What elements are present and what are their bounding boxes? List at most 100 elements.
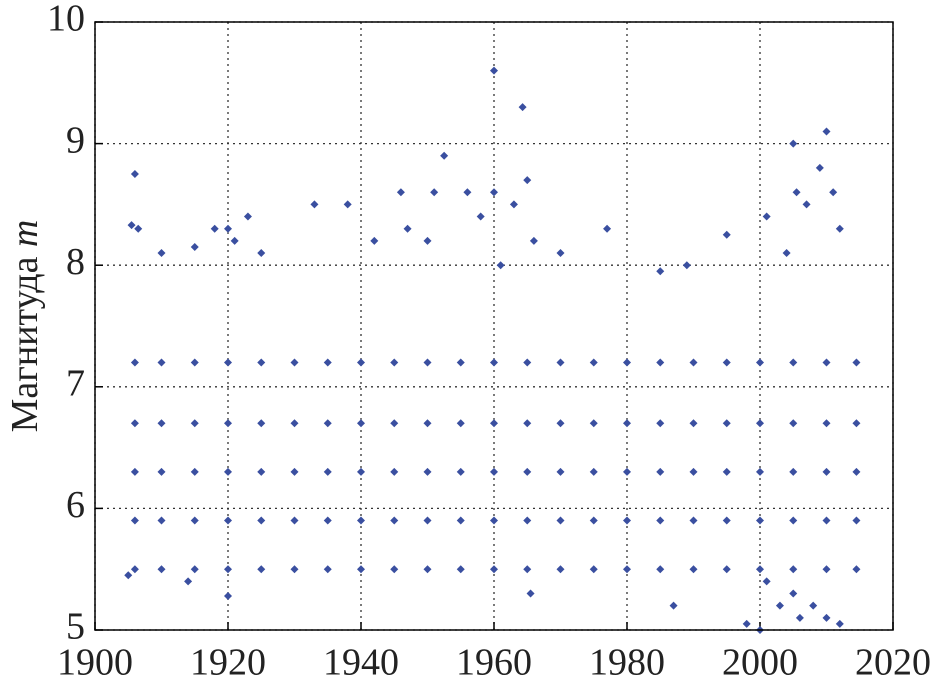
point xyxy=(157,565,166,574)
point xyxy=(656,419,665,428)
point xyxy=(789,516,798,525)
point xyxy=(756,467,764,476)
point xyxy=(396,188,405,197)
point xyxy=(656,267,665,276)
point xyxy=(822,467,831,476)
point xyxy=(130,565,139,574)
x-tick-label: 1920 xyxy=(190,642,266,684)
point xyxy=(523,565,532,574)
x-tick-label: 1960 xyxy=(456,642,532,684)
point xyxy=(210,224,219,233)
point xyxy=(224,358,232,367)
point xyxy=(822,419,831,428)
point xyxy=(523,467,532,476)
point xyxy=(290,467,299,476)
point xyxy=(357,419,365,428)
point xyxy=(423,358,432,367)
point xyxy=(157,467,166,476)
point xyxy=(756,565,764,574)
point xyxy=(829,188,838,197)
point xyxy=(852,467,861,476)
point xyxy=(224,224,232,233)
point xyxy=(523,516,532,525)
point xyxy=(290,565,299,574)
point xyxy=(518,103,527,112)
point xyxy=(689,358,698,367)
point xyxy=(190,358,199,367)
point xyxy=(523,176,532,185)
point xyxy=(134,224,143,233)
point xyxy=(357,358,365,367)
point xyxy=(490,419,498,428)
point xyxy=(835,619,844,628)
x-tick-label: 1940 xyxy=(323,642,399,684)
point xyxy=(789,565,798,574)
point xyxy=(157,516,166,525)
point xyxy=(556,565,565,574)
point xyxy=(742,619,751,628)
point xyxy=(190,419,199,428)
point xyxy=(257,358,266,367)
point xyxy=(623,419,631,428)
point xyxy=(257,565,266,574)
point xyxy=(722,467,731,476)
point xyxy=(623,467,631,476)
point xyxy=(456,565,465,574)
point xyxy=(224,467,232,476)
point xyxy=(556,516,565,525)
point xyxy=(623,565,631,574)
point xyxy=(789,589,798,598)
point xyxy=(756,419,764,428)
point xyxy=(529,236,538,245)
point xyxy=(130,516,139,525)
point xyxy=(656,516,665,525)
point xyxy=(775,601,784,610)
point xyxy=(130,419,139,428)
point xyxy=(656,467,665,476)
point xyxy=(792,188,801,197)
point xyxy=(290,419,299,428)
point xyxy=(157,358,166,367)
point xyxy=(623,516,631,525)
point xyxy=(370,236,379,245)
point xyxy=(526,589,535,598)
point xyxy=(157,249,166,258)
point xyxy=(224,565,232,574)
point xyxy=(756,516,764,525)
point xyxy=(423,236,432,245)
point xyxy=(310,200,319,209)
point xyxy=(490,358,498,367)
point xyxy=(243,212,252,221)
point xyxy=(490,467,498,476)
point xyxy=(190,516,199,525)
point xyxy=(722,565,731,574)
point xyxy=(390,358,399,367)
point xyxy=(689,467,698,476)
plot-frame xyxy=(94,21,894,631)
point xyxy=(523,419,532,428)
y-tick-label: 10 xyxy=(47,0,85,40)
point xyxy=(689,516,698,525)
point xyxy=(809,601,818,610)
point xyxy=(795,613,804,622)
point xyxy=(789,139,798,148)
point xyxy=(556,419,565,428)
point xyxy=(589,467,598,476)
point xyxy=(822,358,831,367)
point xyxy=(822,613,831,622)
point xyxy=(257,467,266,476)
point xyxy=(789,358,798,367)
point xyxy=(789,467,798,476)
point xyxy=(257,419,266,428)
point xyxy=(656,565,665,574)
point xyxy=(623,358,631,367)
point xyxy=(589,419,598,428)
point xyxy=(682,261,691,270)
point xyxy=(224,591,232,600)
point xyxy=(456,419,465,428)
point xyxy=(423,516,432,525)
point xyxy=(157,419,166,428)
point xyxy=(423,467,432,476)
point xyxy=(343,200,352,209)
point xyxy=(656,358,665,367)
